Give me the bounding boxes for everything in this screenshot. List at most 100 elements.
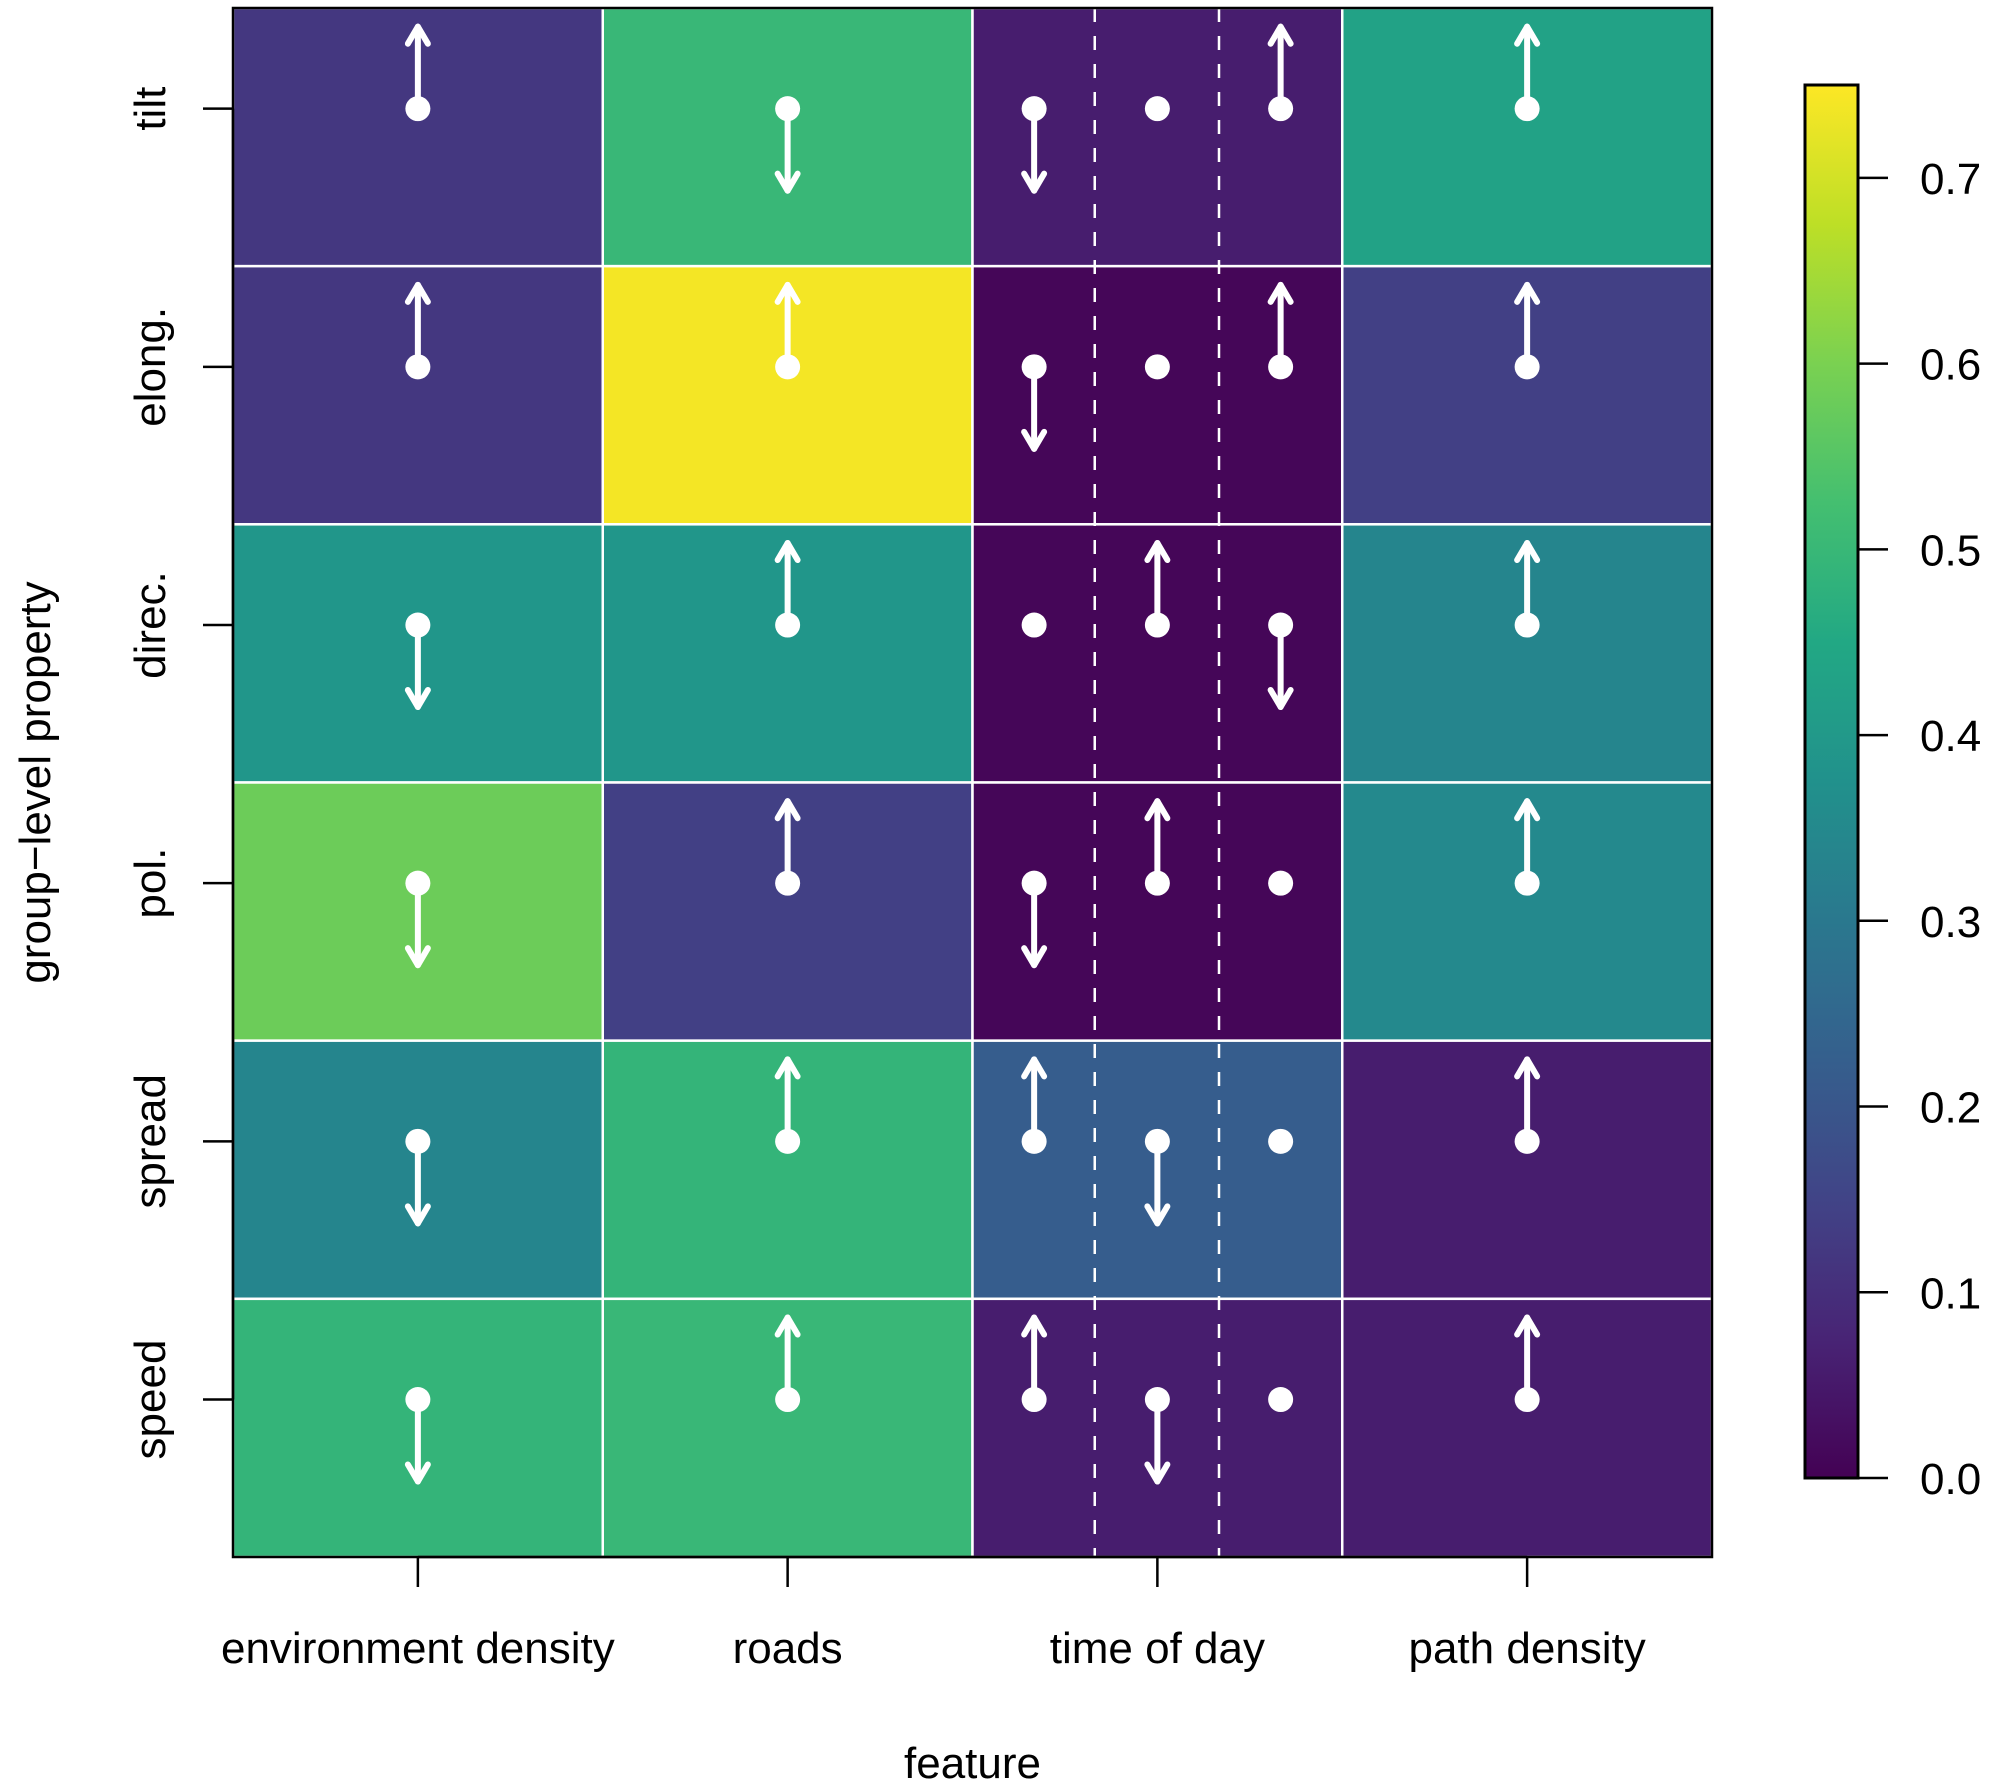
marker-arrowhead (1144, 798, 1171, 822)
marker-arrowhead (774, 1314, 801, 1338)
arrow-up-icon (1514, 281, 1541, 380)
arrow-down-icon (1021, 96, 1048, 194)
heatmap-cell (971, 264, 1344, 526)
arrow-up-icon (404, 281, 431, 380)
marker-arrowhead (404, 1203, 431, 1227)
y-tick-label: spread (126, 1074, 175, 1209)
marker-dot (1144, 96, 1170, 122)
y-tick-label: speed (126, 1340, 175, 1460)
arrow-up-icon (1267, 281, 1294, 380)
dot-icon (1268, 870, 1294, 896)
y-axis-title: group−level property (11, 581, 60, 983)
marker-arrowhead (774, 540, 801, 564)
colorbar-tick-label: 0.5 (1920, 526, 1981, 575)
arrow-up-icon (774, 540, 801, 638)
marker-arrowhead (774, 170, 801, 194)
arrow-up-icon (1144, 798, 1171, 896)
arrow-up-icon (404, 23, 431, 122)
arrow-down-icon (1267, 612, 1294, 711)
arrow-up-icon (1514, 798, 1541, 896)
x-axis-title: feature (904, 1739, 1041, 1788)
marker-arrowhead (1514, 23, 1541, 47)
arrow-up-icon (774, 1056, 801, 1154)
heatmap-cells (231, 6, 1714, 1559)
arrow-up-icon (774, 281, 801, 380)
y-tick-label: elong. (126, 307, 175, 427)
arrow-down-icon (404, 1387, 431, 1485)
colorbar-tick-label: 0.4 (1920, 712, 1981, 761)
dot-icon (1268, 1128, 1294, 1154)
x-tick-label: path density (1408, 1624, 1645, 1673)
arrow-down-icon (1021, 354, 1048, 452)
dot-icon (1144, 354, 1170, 380)
arrow-down-icon (404, 1128, 431, 1227)
marker-dot (1268, 1128, 1294, 1154)
dot-icon (1021, 612, 1047, 638)
colorbar-tick-label: 0.3 (1920, 898, 1981, 947)
arrow-up-icon (1514, 1314, 1541, 1413)
heatmap-cell (971, 6, 1344, 268)
colorbar-tick-label: 0.2 (1920, 1084, 1981, 1133)
dot-icon (1144, 96, 1170, 122)
marker-dot (1144, 354, 1170, 380)
arrow-up-icon (1267, 23, 1294, 122)
colorbar-tick-label: 0.6 (1920, 341, 1981, 390)
marker-arrowhead (1267, 687, 1294, 711)
x-tick-label: roads (733, 1624, 843, 1673)
marker-arrowhead (404, 1461, 431, 1485)
y-tick-label: direc. (126, 571, 175, 679)
arrow-up-icon (1514, 540, 1541, 638)
arrow-down-icon (774, 96, 801, 194)
x-tick-label: time of day (1050, 1624, 1265, 1673)
y-tick-label: tilt (126, 87, 175, 131)
marker-arrowhead (1021, 945, 1048, 969)
arrow-up-icon (1514, 23, 1541, 122)
marker-arrowhead (774, 1056, 801, 1080)
marker-arrowhead (1144, 1203, 1171, 1227)
y-axis: tilt elong. direc. pol. spread speed (126, 87, 235, 1460)
colorbar: 0.0 0.1 0.2 0.3 0.4 0.5 0.6 0.7 (1803, 83, 1981, 1504)
marker-arrowhead (404, 945, 431, 969)
marker-arrowhead (1021, 428, 1048, 452)
dot-icon (1268, 1387, 1294, 1413)
marker-arrowhead (1021, 1314, 1048, 1338)
colorbar-gradient (1803, 83, 1860, 1480)
marker-arrowhead (1267, 281, 1294, 305)
arrow-up-icon (774, 798, 801, 896)
colorbar-tick-label: 0.1 (1920, 1269, 1981, 1318)
direction-markers (404, 23, 1541, 1485)
arrow-down-icon (1021, 870, 1048, 969)
x-tick-label: environment density (221, 1624, 615, 1673)
marker-arrowhead (404, 687, 431, 711)
marker-arrowhead (404, 23, 431, 47)
marker-arrowhead (1514, 540, 1541, 564)
arrow-up-icon (1514, 1056, 1541, 1154)
arrow-down-icon (1144, 1128, 1171, 1227)
y-tick-label: pol. (126, 848, 175, 919)
arrow-up-icon (1021, 1314, 1048, 1413)
arrow-up-icon (774, 1314, 801, 1413)
marker-arrowhead (774, 798, 801, 822)
marker-dot (1268, 1387, 1294, 1413)
marker-arrowhead (404, 281, 431, 305)
marker-arrowhead (1144, 1461, 1171, 1485)
marker-dot (1021, 612, 1047, 638)
arrow-down-icon (404, 612, 431, 711)
arrow-up-icon (1144, 540, 1171, 638)
arrow-up-icon (1021, 1056, 1048, 1154)
marker-arrowhead (1267, 23, 1294, 47)
marker-arrowhead (1021, 170, 1048, 194)
marker-arrowhead (1514, 798, 1541, 822)
marker-arrowhead (1144, 540, 1171, 564)
arrow-down-icon (1144, 1387, 1171, 1485)
arrow-down-icon (404, 870, 431, 969)
colorbar-tick-label: 0.0 (1920, 1455, 1981, 1504)
marker-arrowhead (774, 281, 801, 305)
marker-arrowhead (1021, 1056, 1048, 1080)
x-axis: environment density roads time of day path … (221, 1555, 1646, 1673)
marker-arrowhead (1514, 1314, 1541, 1338)
marker-arrowhead (1514, 1056, 1541, 1080)
marker-dot (1268, 870, 1294, 896)
subdivision-dashed-lines (1093, 8, 1221, 1557)
